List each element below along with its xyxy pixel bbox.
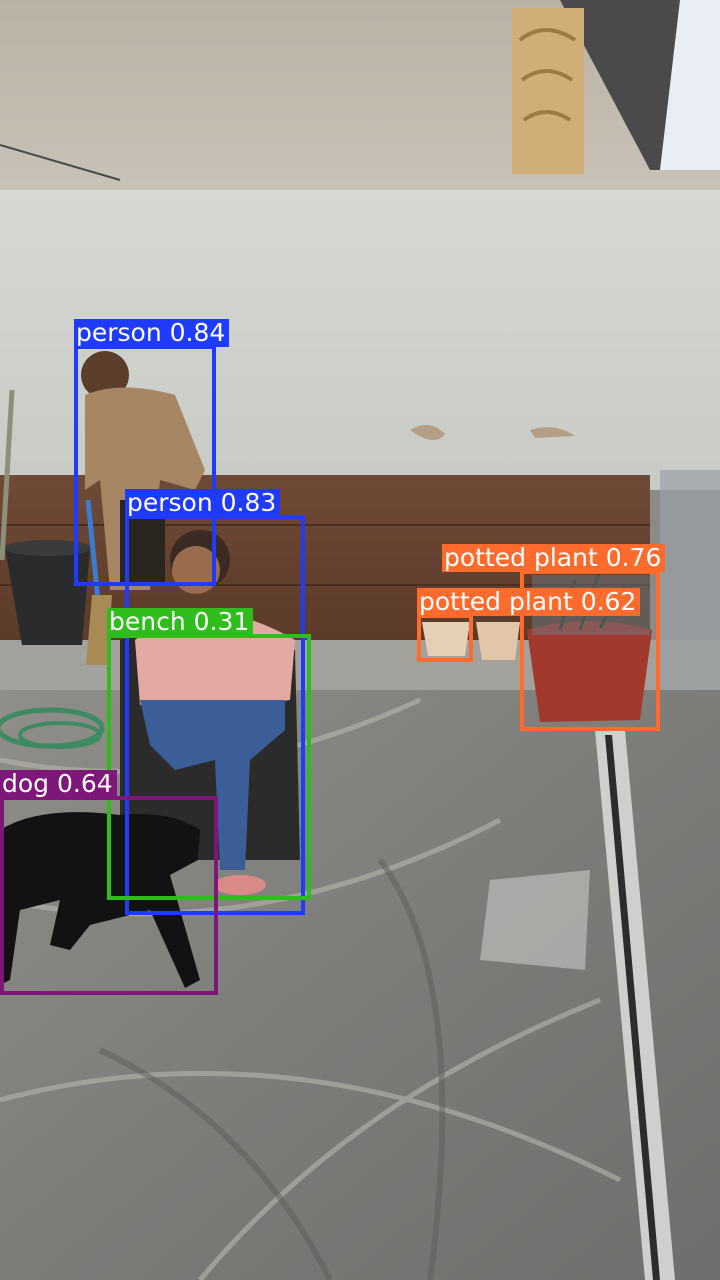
detection-label: potted plant 0.76 xyxy=(442,544,666,572)
woman-jeans xyxy=(140,700,285,870)
man-body xyxy=(85,387,205,590)
man-head xyxy=(81,351,129,399)
bucket xyxy=(5,548,90,645)
detection-box-bench: bench 0.31 xyxy=(107,608,311,900)
detection-box-potted-plant-1: potted plant 0.76 xyxy=(442,544,666,731)
detection-box-potted-plant-2: potted plant 0.62 xyxy=(417,588,641,662)
detection-box-person-2: person 0.83 xyxy=(125,489,305,915)
detection-label: person 0.84 xyxy=(74,319,230,347)
decorative-pillar xyxy=(512,8,584,174)
detection-box-person-1: person 0.84 xyxy=(74,319,230,586)
detection-label: person 0.83 xyxy=(125,489,281,517)
detection-label: dog 0.64 xyxy=(0,770,117,798)
small-pot-1 xyxy=(422,622,470,656)
detection-label: potted plant 0.62 xyxy=(417,588,641,616)
detection-label: bench 0.31 xyxy=(107,608,254,636)
dog-body xyxy=(0,812,200,988)
sky xyxy=(660,0,720,170)
detection-box-dog: dog 0.64 xyxy=(0,770,218,995)
small-pot-2 xyxy=(476,622,520,660)
broom xyxy=(86,595,112,665)
large-pot xyxy=(527,621,652,722)
